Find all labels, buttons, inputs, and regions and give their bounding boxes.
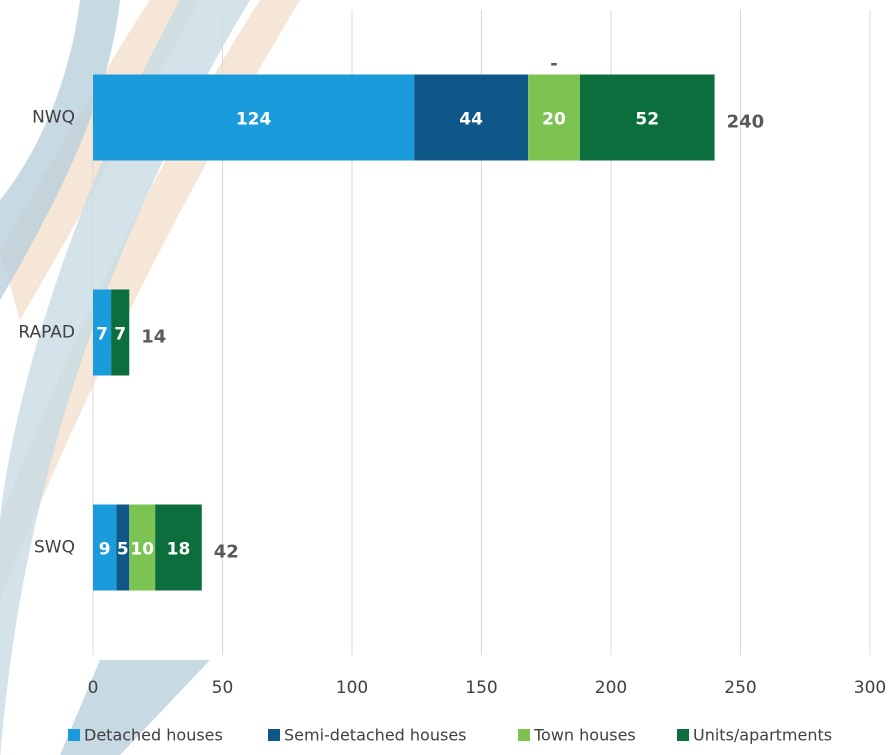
y-tick-label: RAPAD <box>18 323 75 343</box>
data-label: 18 <box>167 540 191 560</box>
total-label: 14 <box>141 327 166 348</box>
x-tick-label: 50 <box>212 678 234 698</box>
legend-label: Units/apartments <box>693 726 832 745</box>
total-label: 42 <box>214 542 239 563</box>
total-label: 240 <box>727 112 765 133</box>
legend-swatch <box>677 729 689 741</box>
legend-label: Semi-detached houses <box>284 726 467 745</box>
x-tick-label: 100 <box>336 678 368 698</box>
bar-segment <box>579 74 715 161</box>
data-label: 124 <box>236 110 272 130</box>
bar-segment <box>93 74 415 161</box>
x-tick-label: 250 <box>724 678 756 698</box>
x-tick-label: 200 <box>595 678 627 698</box>
data-label: 7 <box>114 325 126 345</box>
data-label: 7 <box>96 325 108 345</box>
bar-segment <box>111 289 130 376</box>
data-label: 44 <box>459 110 483 130</box>
bar-segment <box>528 74 580 161</box>
legend-label: Detached houses <box>84 726 223 745</box>
annotation: - <box>550 54 557 75</box>
x-tick-label: 0 <box>88 678 99 698</box>
bar-segment <box>93 289 112 376</box>
bar-segment <box>414 74 529 161</box>
legend-swatch <box>68 729 80 741</box>
bar-segment <box>155 504 202 591</box>
y-tick-label: SWQ <box>34 538 75 558</box>
x-tick-label: 150 <box>465 678 497 698</box>
x-tick-label: 300 <box>854 678 886 698</box>
bar-segment <box>93 504 117 591</box>
legend-swatch <box>518 729 530 741</box>
data-label: 52 <box>635 110 659 130</box>
data-label: 20 <box>542 110 566 130</box>
data-label: 10 <box>130 540 154 560</box>
data-label: 9 <box>99 540 111 560</box>
bar-segment <box>116 504 130 591</box>
bar-segment <box>129 504 156 591</box>
legend-swatch <box>268 729 280 741</box>
data-label: 5 <box>117 540 129 560</box>
y-tick-label: NWQ <box>32 108 75 128</box>
legend-label: Town houses <box>533 726 636 745</box>
